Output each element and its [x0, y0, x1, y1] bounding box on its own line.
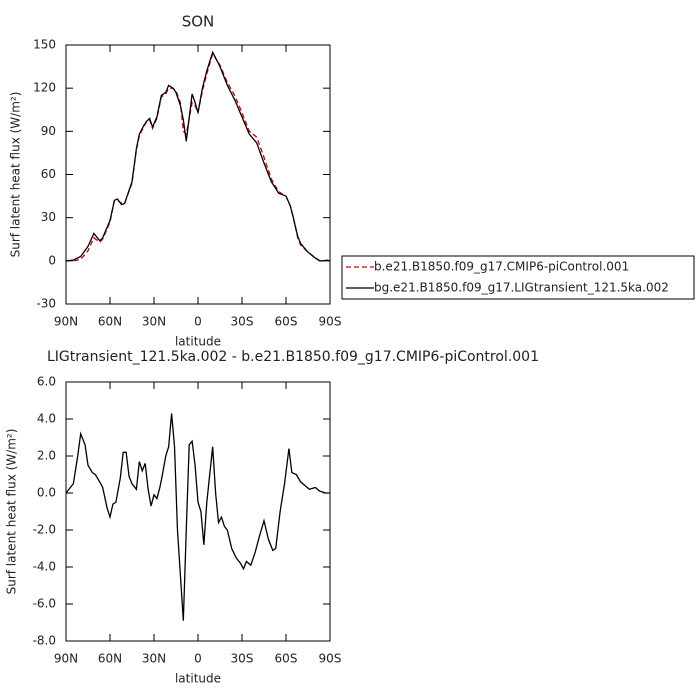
y-tick-label: -4.0	[33, 560, 56, 574]
plot-frame	[65, 381, 331, 642]
x-tick-label: 0	[194, 652, 202, 666]
y-tick-label: 30	[41, 210, 56, 224]
x-tick-label: 0	[194, 315, 202, 329]
legend-label: bg.e21.B1850.f09_g17.LIGtransient_121.5k…	[374, 281, 669, 295]
y-tick-label: -2.0	[33, 523, 56, 537]
y-tick-label: -30	[36, 297, 56, 311]
x-tick-label: 30S	[231, 652, 254, 666]
y-tick-label: 0	[48, 253, 56, 267]
x-tick-label: 90S	[319, 315, 342, 329]
y-tick-label: 150	[33, 38, 56, 52]
x-axis-label: latitude	[175, 672, 221, 686]
y-tick-label: 6.0	[37, 375, 56, 389]
plot-frame	[65, 44, 331, 305]
y-tick-label: 120	[33, 81, 56, 95]
y-tick-label: 4.0	[37, 412, 56, 426]
y-tick-label: 90	[41, 124, 56, 138]
x-tick-label: 60N	[98, 315, 122, 329]
y-axis-label: Surf latent heat flux (W/m²)	[9, 92, 23, 258]
x-tick-label: 90N	[54, 315, 78, 329]
x-tick-label: 90N	[54, 652, 78, 666]
x-axis-label: latitude	[175, 335, 221, 349]
x-tick-label: 30S	[231, 315, 254, 329]
chart-title: LIGtransient_121.5ka.002 - b.e21.B1850.f…	[47, 349, 539, 365]
y-tick-label: -8.0	[33, 634, 56, 648]
x-tick-label: 30N	[142, 652, 166, 666]
legend-label: b.e21.B1850.f09_g17.CMIP6-piControl.001	[374, 260, 629, 274]
x-tick-label: 90S	[319, 652, 342, 666]
chart-title: SON	[182, 13, 215, 31]
x-tick-label: 30N	[142, 315, 166, 329]
y-axis-label: Surf latent heat flux (W/m²)	[5, 429, 19, 595]
x-tick-label: 60N	[98, 652, 122, 666]
x-tick-label: 60S	[275, 315, 298, 329]
y-tick-label: 60	[41, 167, 56, 181]
legend-box	[341, 255, 695, 300]
y-tick-label: 0.0	[37, 486, 56, 500]
data-line	[65, 413, 330, 621]
y-tick-label: 2.0	[37, 449, 56, 463]
x-tick-label: 60S	[275, 652, 298, 666]
data-line	[65, 50, 331, 262]
y-tick-label: -6.0	[33, 597, 56, 611]
